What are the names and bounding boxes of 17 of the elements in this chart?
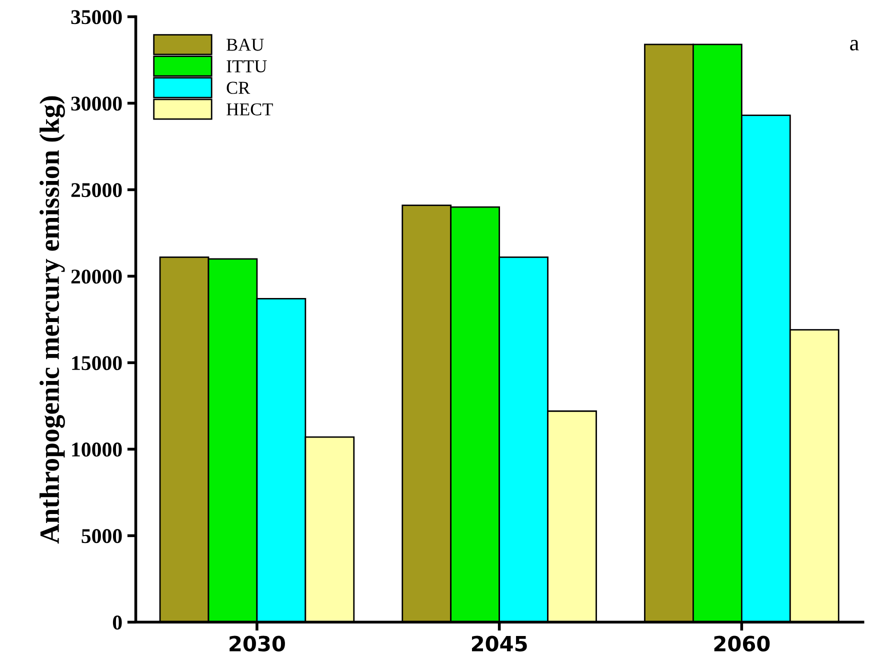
legend-label: CR	[226, 82, 250, 94]
annotation: a	[850, 40, 859, 51]
y-tick-label: 25000	[71, 183, 122, 198]
y-axis-title: Anthropogenic mercury emission (kg)	[40, 96, 65, 544]
legend-label: HECT	[226, 103, 273, 116]
y-tick-label: 10000	[72, 442, 122, 457]
y-tick-label: 5000	[82, 529, 122, 544]
y-tick-label: 0	[112, 616, 122, 630]
legend-label: BAU	[226, 38, 264, 51]
y-tick-label: 30000	[71, 96, 122, 111]
legend-label: ITTU	[226, 60, 267, 72]
y-tick-label: 20000	[71, 270, 122, 284]
y-tick-label: 15000	[72, 356, 122, 370]
x-tick-label: 2045	[472, 636, 527, 652]
x-tick-label: 2030	[230, 636, 285, 652]
y-tick-label: 35000	[71, 10, 122, 24]
x-tick-label: 2060	[714, 636, 770, 652]
